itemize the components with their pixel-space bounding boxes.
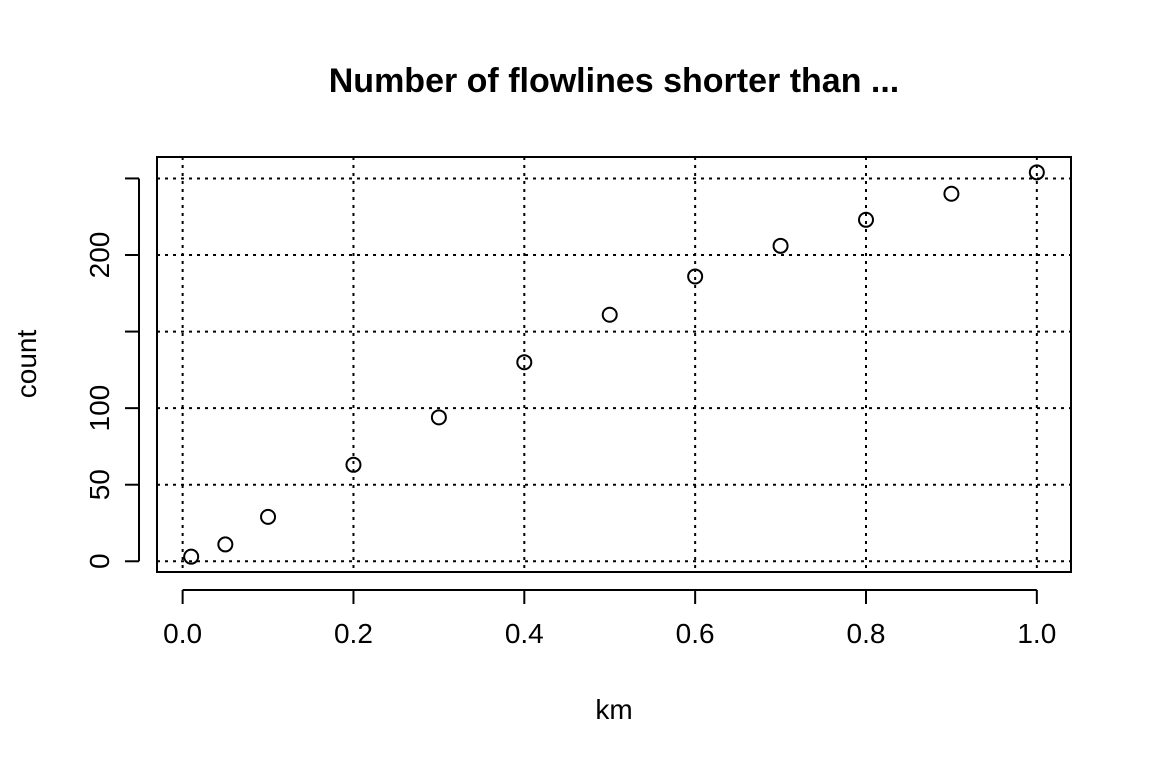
data-point [260, 508, 277, 525]
x-tick-label: 0.2 [334, 618, 373, 649]
data-point [183, 548, 200, 565]
axes: 0.0 0.2 0.4 0.6 0.8 1.0 0 50 100 200 [84, 177, 1056, 649]
data-point [601, 306, 618, 323]
data-point [217, 536, 234, 553]
x-axis-label: km [595, 694, 632, 725]
data-point [1028, 164, 1045, 181]
data-point [516, 354, 533, 371]
y-tick-label: 0 [84, 553, 115, 569]
data-point [772, 237, 789, 254]
data-point [687, 268, 704, 285]
data-points [183, 164, 1045, 565]
data-point [430, 409, 447, 426]
chart-title: Number of flowlines shorter than ... [329, 62, 900, 100]
y-tick-label: 50 [84, 469, 115, 500]
grid-lines [157, 157, 1071, 572]
data-point [857, 211, 874, 228]
x-tick-label: 0.0 [163, 618, 202, 649]
plot-frame [156, 156, 1072, 573]
x-tick-label: 0.6 [676, 618, 715, 649]
y-tick-label: 100 [84, 385, 115, 432]
x-tick-label: 1.0 [1017, 618, 1056, 649]
data-point [345, 456, 362, 473]
y-axis-label: count [11, 330, 42, 399]
x-tick-label: 0.8 [847, 618, 886, 649]
x-tick-label: 0.4 [505, 618, 544, 649]
y-tick-label: 200 [84, 232, 115, 279]
data-point [943, 185, 960, 202]
